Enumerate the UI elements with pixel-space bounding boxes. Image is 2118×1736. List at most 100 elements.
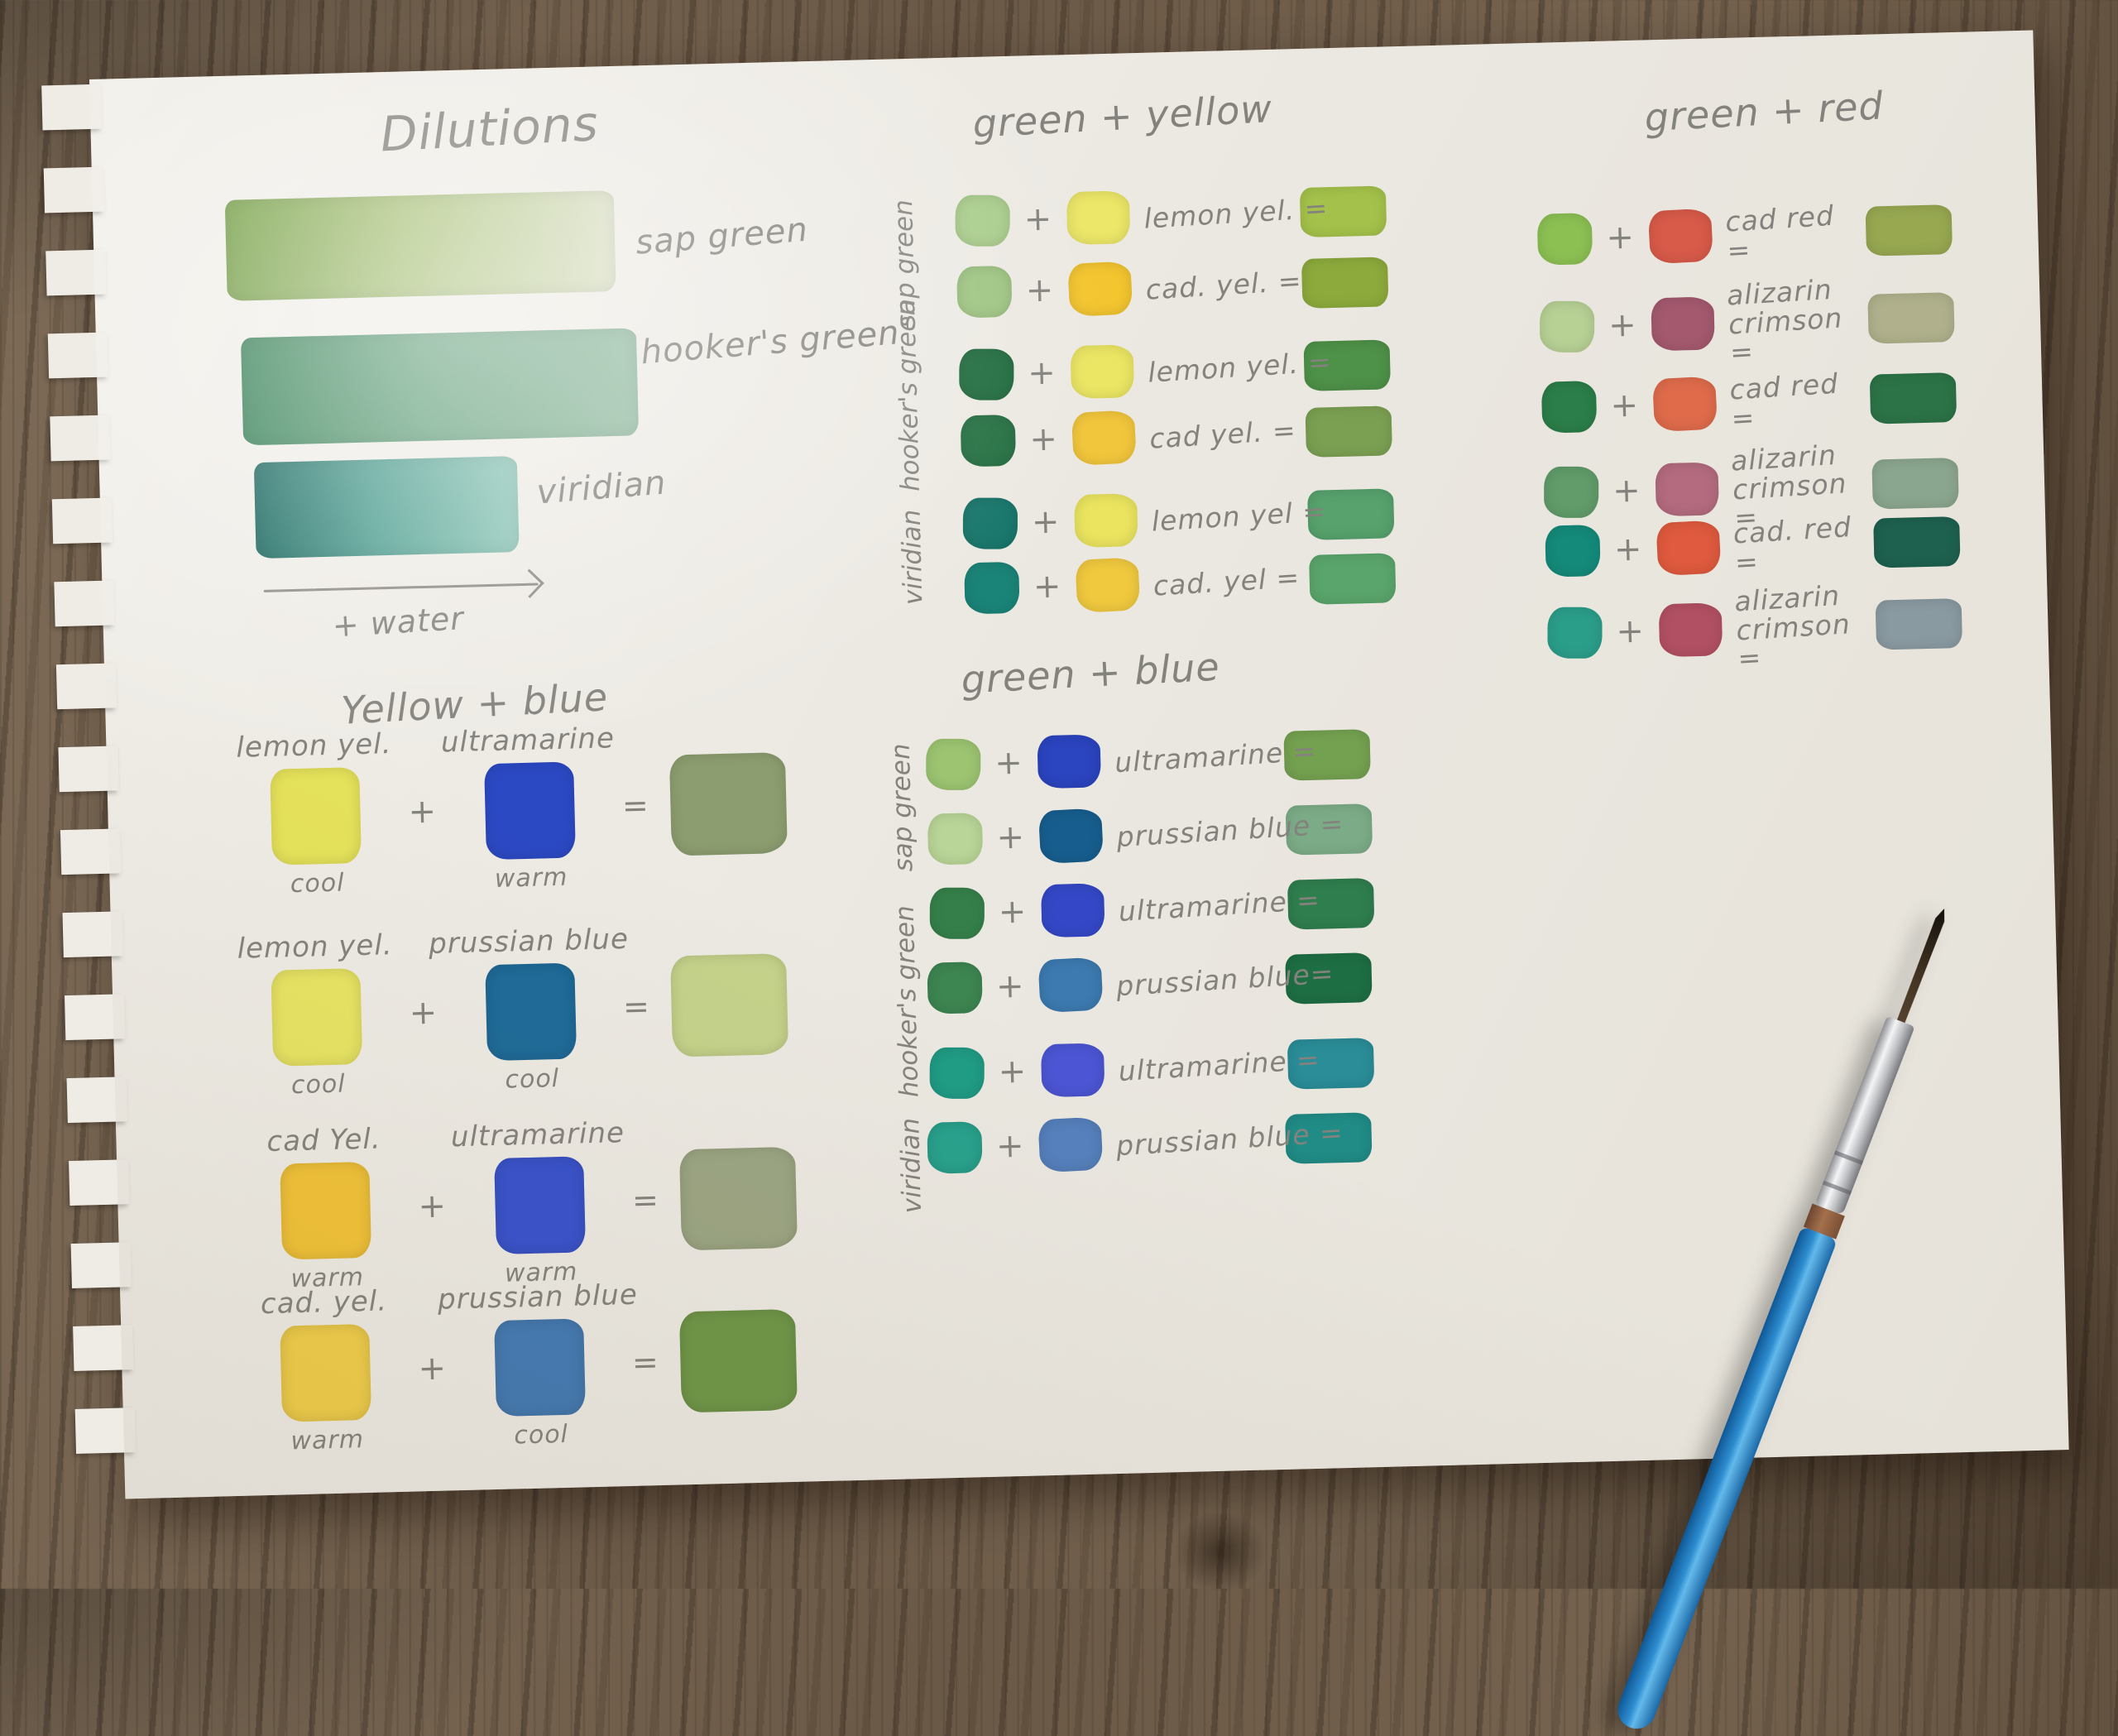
mix-row: + cad red =: [1541, 367, 1957, 436]
mix-label: cad yel. =: [1148, 413, 1297, 455]
added-color-swatch: [1651, 376, 1718, 432]
temperature-label: warm: [290, 1424, 365, 1456]
result-swatch: [1866, 292, 1955, 344]
dilution-bar-viridian: [253, 456, 520, 559]
mix-row: + lemon yel =: [962, 487, 1395, 550]
mix-label: cad red =: [1727, 367, 1839, 435]
base-color-swatch: [1545, 524, 1601, 578]
side-label-hookers-green: hooker's green: [891, 299, 926, 492]
result-swatch: [679, 1308, 798, 1412]
result-swatch: [1305, 405, 1392, 458]
added-color-swatch: [1647, 208, 1713, 264]
base-color-swatch: [926, 738, 981, 790]
green-red-section: green + red + cad red = + alizarin crims…: [89, 31, 2033, 675]
temperature-label: cool: [513, 1419, 569, 1451]
added-color-swatch: [1074, 557, 1140, 613]
blue-label: prussian blue: [437, 1278, 639, 1316]
yellow-label: lemon yel.: [237, 928, 394, 966]
added-color-swatch: [1658, 602, 1723, 658]
blue-swatch: [483, 761, 576, 860]
green-blue-title: green + blue: [960, 644, 1221, 703]
plus-sign: +: [1031, 502, 1061, 542]
equals-sign: =: [621, 786, 650, 824]
mix-row: + cad. yel. =: [956, 255, 1388, 319]
dilution-bar-hookers-green: [240, 328, 640, 446]
mix-label: ultramarine =: [1117, 1043, 1321, 1087]
yellow-label: cad Yel.: [266, 1122, 382, 1158]
water-arrow-label: + water: [331, 600, 466, 645]
mix-label: lemon yel. =: [1143, 191, 1329, 235]
mix-row: + ultramarine =: [925, 727, 1371, 792]
mix-label: alizarin crimson =: [1725, 273, 1843, 369]
plus-sign: +: [998, 892, 1028, 932]
plus-sign: +: [994, 743, 1024, 783]
mix-label: cad. yel =: [1152, 560, 1301, 602]
water-arrow: + water: [263, 583, 539, 645]
mix-row: + prussian blue =: [927, 802, 1373, 866]
yellow-swatch: [280, 1323, 372, 1422]
plus-sign: +: [995, 966, 1026, 1006]
mix-label: lemon yel =: [1150, 494, 1327, 538]
base-color-swatch: [964, 561, 1020, 615]
blue-swatch: [493, 1318, 586, 1417]
yellow-swatch: [270, 766, 362, 866]
mix-label: cad. red =: [1732, 510, 1852, 579]
equals-sign: =: [631, 1343, 660, 1381]
yellow-swatch: [280, 1161, 372, 1260]
mix-label: prussian blue =: [1114, 807, 1344, 853]
mix-row: cad. yel. warm + prussian blue cool =: [252, 1277, 798, 1455]
added-color-swatch: [1650, 296, 1715, 352]
yellow-label: cad. yel.: [260, 1284, 388, 1321]
mix-row: lemon yel. cool + ultramarine warm =: [236, 720, 788, 899]
base-color-swatch: [927, 812, 984, 866]
mix-label: cad red =: [1723, 199, 1835, 267]
side-label-viridian: viridian: [896, 509, 929, 606]
mix-row: + ultramarine =: [929, 1036, 1374, 1101]
mix-row: + ultramarine =: [929, 876, 1374, 941]
base-color-swatch: [959, 348, 1014, 400]
base-color-swatch: [956, 265, 1013, 319]
plus-sign: +: [409, 993, 438, 1033]
added-color-swatch: [1037, 808, 1104, 865]
base-color-swatch: [927, 962, 983, 1014]
mix-row: + prussian blue=: [927, 951, 1373, 1015]
plus-sign: +: [1615, 611, 1646, 651]
sketchbook-page: Dilutions sap green hooker's green virid…: [41, 30, 2069, 1499]
mix-row: + lemon yel. =: [955, 184, 1387, 247]
result-swatch: [669, 751, 788, 856]
plus-sign: +: [1028, 420, 1059, 459]
plus-sign: +: [1027, 353, 1057, 393]
equals-sign: =: [631, 1181, 660, 1219]
plus-sign: +: [1609, 386, 1640, 425]
result-swatch: [1865, 204, 1953, 257]
blue-label: ultramarine: [450, 1116, 625, 1154]
yellow-label: lemon yel.: [236, 727, 392, 765]
result-swatch: [1301, 257, 1388, 309]
dilutions-title: Dilutions: [379, 95, 601, 163]
temperature-label: warm: [494, 862, 568, 894]
added-color-swatch: [1070, 344, 1134, 400]
result-swatch: [1869, 372, 1957, 424]
result-swatch: [1308, 553, 1397, 605]
base-color-swatch: [1540, 300, 1595, 352]
base-color-swatch: [1547, 607, 1603, 659]
added-color-swatch: [1040, 883, 1105, 938]
yellow-blue-section: Yellow + blue lemon yel. cool + ultramar…: [89, 31, 2033, 1455]
plus-sign: +: [1612, 471, 1642, 511]
plus-sign: +: [998, 1052, 1028, 1091]
base-color-swatch: [955, 194, 1010, 247]
side-label-hookers-green: hooker's green: [889, 904, 925, 1098]
added-color-swatch: [1073, 493, 1138, 549]
yellow-swatch: [271, 967, 363, 1067]
green-red-title: green + red: [1643, 83, 1885, 141]
mix-row: + alizarin crimson =: [1539, 273, 1955, 371]
base-color-swatch: [962, 497, 1018, 549]
green-blue-section: green + blue sap green hooker's green vi…: [89, 31, 2033, 1214]
mix-label: ultramarine =: [1113, 734, 1317, 779]
mix-label: prussian blue=: [1114, 957, 1335, 1002]
mix-row: cad Yel. warm + ultramarine warm =: [252, 1115, 798, 1293]
mix-row: + cad yel. =: [960, 404, 1392, 468]
bar-label-viridian: viridian: [535, 463, 668, 512]
plus-sign: +: [1608, 305, 1638, 345]
mix-row: + cad red =: [1536, 199, 1953, 268]
